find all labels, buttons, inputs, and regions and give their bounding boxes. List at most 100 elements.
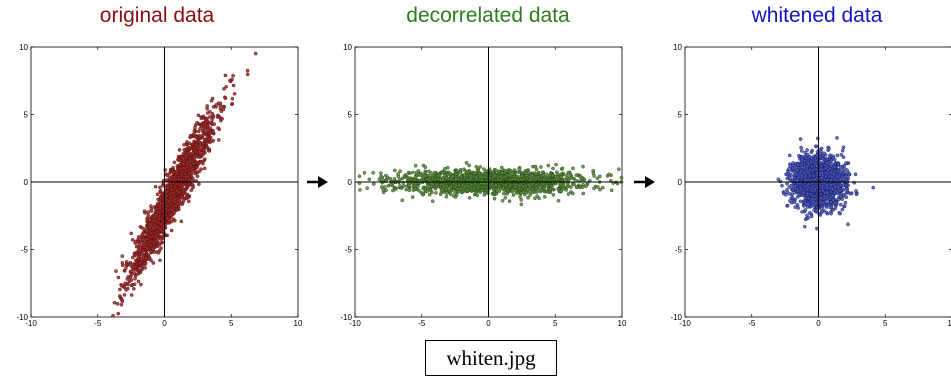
image-caption: whiten.jpg — [425, 340, 557, 376]
scatter-point — [835, 174, 840, 179]
scatter-point — [835, 153, 840, 158]
scatter-point — [798, 137, 803, 141]
scatter-point — [871, 185, 876, 190]
x-tick-label: 10 — [948, 319, 951, 328]
scatter-point — [845, 168, 849, 172]
scatter-point — [814, 201, 818, 205]
scatter-point — [836, 185, 840, 190]
scatter-point — [824, 203, 829, 208]
scatter-point — [796, 194, 800, 199]
scatter-point — [818, 160, 823, 165]
scatter-point — [836, 169, 840, 173]
scatter-point — [788, 153, 792, 158]
scatter-point — [803, 224, 807, 229]
scatter-point — [823, 166, 828, 171]
scatter-point — [793, 184, 798, 188]
y-tick-label: 10 — [673, 43, 682, 52]
scatter-point — [807, 154, 812, 159]
scatter-point — [829, 211, 834, 216]
scatter-point — [186, 199, 191, 204]
scatter-points — [111, 51, 258, 318]
scatter-point — [839, 194, 843, 199]
scatter-point — [829, 158, 834, 163]
y-tick-label: 0 — [678, 178, 683, 187]
scatter-point — [842, 204, 847, 209]
scatter-point — [806, 182, 811, 187]
scatter-point — [216, 138, 221, 142]
scatter-point — [806, 161, 811, 166]
x-tick-label: -5 — [748, 319, 756, 328]
scatter-point — [792, 176, 797, 180]
scatter-point — [802, 170, 807, 175]
scatter-point — [844, 183, 849, 188]
scatter-point — [814, 144, 818, 148]
scatter-point — [845, 189, 850, 194]
scatter-point — [840, 174, 845, 179]
arrow-right-icon — [307, 176, 328, 188]
scatter-point — [232, 92, 237, 96]
scatter-point — [196, 113, 201, 118]
scatter-point — [788, 178, 793, 183]
scatter-point — [825, 190, 830, 195]
scatter-point — [801, 199, 806, 204]
scatter-point — [837, 188, 842, 193]
scatter-point — [842, 192, 846, 197]
scatter-point — [827, 146, 831, 151]
scatter-point — [822, 151, 827, 156]
scatter-point — [821, 157, 826, 161]
scatter-point — [811, 173, 816, 178]
scatter-point — [789, 200, 794, 205]
scatter-point — [836, 162, 841, 167]
scatter-point — [833, 189, 838, 194]
scatter-point — [798, 199, 803, 204]
scatter-point — [231, 73, 235, 78]
scatter-point — [825, 211, 830, 216]
scatter-point — [126, 282, 130, 287]
scatter-point — [820, 185, 824, 190]
scatter-point — [796, 206, 801, 210]
y-tick-label: 5 — [678, 111, 683, 120]
scatter-point — [820, 175, 824, 180]
scatter-point — [833, 184, 837, 189]
scatter-point — [800, 175, 805, 180]
scatter-point — [785, 203, 790, 208]
scatter-point — [133, 239, 138, 244]
scatter-point — [805, 187, 810, 192]
scatter-point — [793, 205, 798, 209]
scatter-point — [799, 168, 804, 173]
scatter-point — [825, 161, 829, 166]
scatter-point — [854, 192, 859, 197]
scatter-point — [789, 168, 794, 173]
scatter-point — [811, 194, 816, 198]
scatter-point — [806, 178, 810, 182]
scatter-point — [155, 192, 160, 197]
scatter-point — [796, 188, 800, 193]
scatter-point — [814, 158, 818, 163]
scatter-point — [831, 155, 836, 160]
scatter-point — [842, 170, 846, 175]
scatter-point — [838, 211, 842, 216]
scatter-point — [820, 205, 825, 209]
title-decorrelated-data: decorrelated data — [406, 4, 570, 27]
scatter-point — [218, 101, 223, 106]
scatter-point — [803, 217, 808, 222]
scatter-point — [818, 213, 823, 217]
scatter-point — [796, 162, 800, 167]
y-tick-label: -5 — [675, 246, 683, 255]
scatter-point — [833, 206, 838, 210]
scatter-point — [780, 183, 784, 188]
scatter-point — [813, 187, 818, 191]
x-tick-label: 5 — [883, 319, 888, 328]
scatter-point — [800, 149, 804, 153]
scatter-point — [819, 166, 824, 171]
scatter-point — [820, 208, 824, 213]
scatter-point — [840, 148, 845, 153]
scatter-point — [776, 177, 781, 182]
scatter-point — [801, 190, 805, 195]
arrow-right-icon — [634, 176, 655, 188]
scatter-point — [784, 192, 788, 197]
scatter-point — [833, 201, 838, 205]
scatter-point — [809, 214, 814, 219]
scatter-point — [811, 168, 816, 172]
